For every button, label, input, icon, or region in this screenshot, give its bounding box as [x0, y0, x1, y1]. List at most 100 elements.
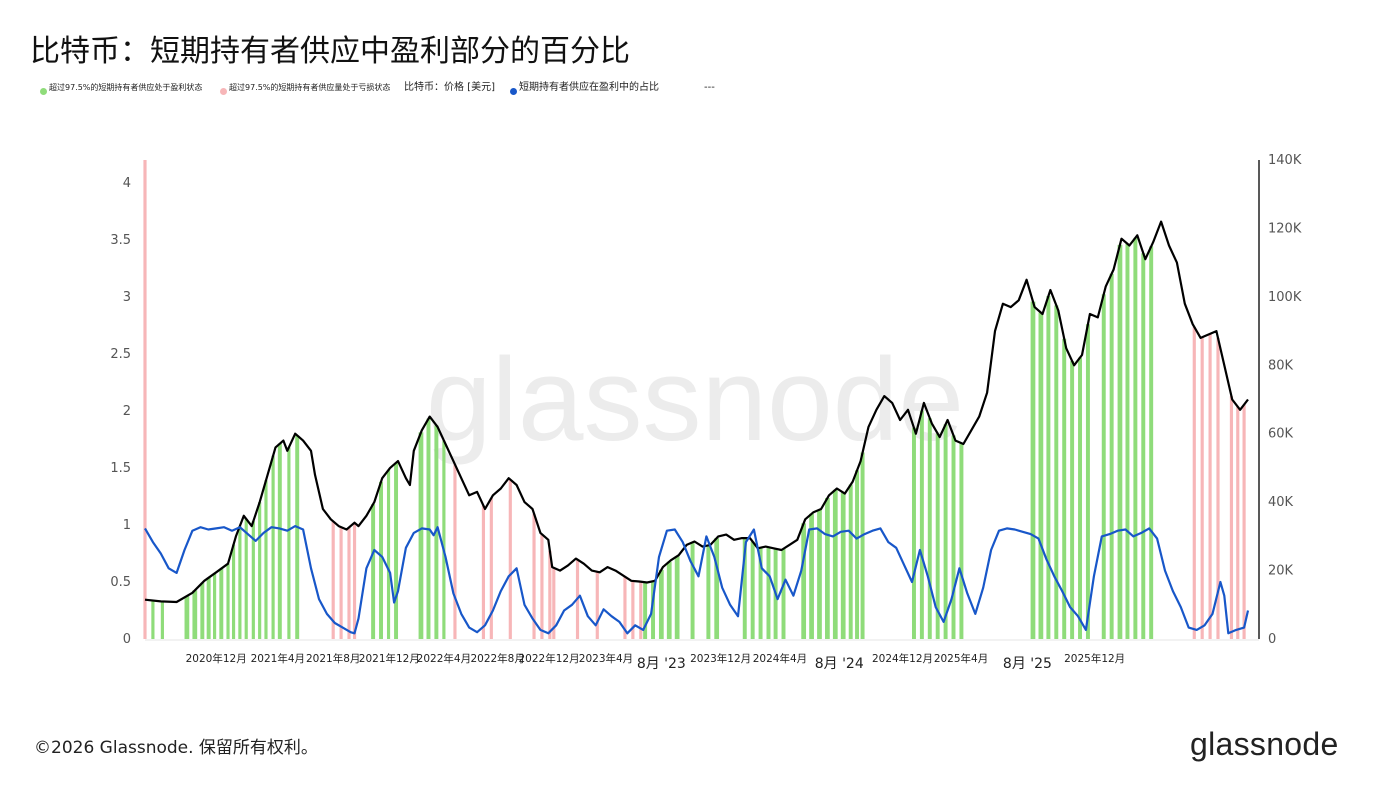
legend-marker-profit	[40, 88, 47, 95]
legend-marker-sth-profit	[510, 88, 517, 95]
profit-band	[219, 568, 224, 639]
x-axis-tick-label: 2024年12月	[872, 652, 933, 665]
axes-layer: 0 0.5 1 1.5 2 2.5 3 3.5 4 0 20K 40K 60K 80K 100K 120K 14…	[110, 153, 1302, 672]
profit-band	[1030, 301, 1036, 639]
profit-band	[442, 440, 446, 639]
profit-band	[1141, 253, 1146, 639]
legend-item-loss[interactable]: 超过97.5%的短期持有者供应量处于亏损状态	[220, 80, 390, 96]
profit-band	[251, 521, 255, 639]
profit-band	[1078, 357, 1082, 639]
profit-band	[935, 433, 940, 639]
profit-band	[258, 502, 262, 639]
loss-band	[1229, 396, 1234, 639]
profit-band	[943, 424, 948, 639]
loss-band	[453, 464, 457, 639]
loss-band	[331, 521, 335, 639]
profit-band	[809, 513, 814, 639]
legend-label-price: 比特币：价格 [美元]	[404, 82, 495, 93]
left-axis-tick-label: 4	[123, 176, 131, 191]
legend-marker-loss	[220, 88, 227, 95]
profit-band	[742, 538, 747, 639]
left-axis-tick-label: 2	[123, 404, 131, 419]
loss-band	[1200, 337, 1204, 639]
left-axis-tick-label: 0.5	[110, 575, 131, 590]
profit-band	[231, 544, 236, 639]
profit-band	[766, 547, 771, 639]
profit-band	[1054, 305, 1059, 639]
profit-band	[206, 577, 211, 639]
x-axis-tick-label: 2022年8月	[470, 652, 524, 665]
profit-band	[160, 601, 164, 639]
watermark: glassnode	[426, 334, 964, 466]
profit-band	[1062, 338, 1067, 639]
profit-band	[750, 541, 755, 639]
line-layer	[144, 220, 1250, 635]
x-axis-tick-label: 2021年4月	[251, 652, 305, 665]
x-axis-tick-label: 2022年12月	[519, 652, 580, 665]
right-axis-tick-label: 80K	[1268, 358, 1294, 373]
profit-band	[674, 556, 680, 639]
glassnode-logo[interactable]: glassnode	[1190, 726, 1339, 762]
loss-band	[143, 160, 147, 639]
profit-band	[758, 547, 763, 639]
legend-item-sth-profit[interactable]: 短期持有者供应在盈利中的占比	[510, 80, 659, 96]
profit-band	[855, 470, 860, 639]
legend-item-price[interactable]: 比特币：价格 [美元]	[395, 80, 495, 96]
profit-band	[927, 418, 932, 639]
profit-band	[1038, 312, 1044, 639]
profit-band	[1117, 244, 1123, 639]
left-axis-tick-label: 0	[123, 632, 131, 647]
profit-band	[371, 504, 376, 639]
profit-band	[690, 542, 695, 639]
legend-label-more: ---	[704, 82, 715, 93]
x-axis-tick-label: 8月 '25	[1003, 656, 1052, 672]
profit-band	[919, 410, 924, 639]
profit-band	[801, 523, 807, 639]
loss-band	[532, 513, 536, 639]
band-layer	[143, 160, 1246, 640]
profit-band	[860, 452, 865, 639]
x-axis-tick-label: 2024年4月	[753, 652, 807, 665]
profit-band	[1125, 243, 1130, 639]
profit-band	[1133, 237, 1138, 639]
loss-band	[481, 505, 486, 639]
loss-band	[489, 498, 493, 639]
chart-title: 比特币：短期持有者供应中盈利部分的百分比	[30, 34, 630, 69]
loss-band	[639, 581, 643, 639]
profit-band	[287, 447, 291, 639]
x-axis-tick-label: 8月 '23	[637, 656, 686, 672]
legend-label-sth-profit: 短期持有者供应在盈利中的占比	[519, 82, 659, 93]
profit-band	[226, 563, 230, 639]
legend-item-profit[interactable]: 超过97.5%的短期持有者供应处于盈利状态	[40, 80, 202, 96]
copyright-footer: ©2026 Glassnode. 保留所有权利。	[34, 738, 318, 758]
profit-band	[184, 596, 190, 639]
loss-band	[595, 571, 599, 639]
left-axis-tick-label: 1.5	[110, 461, 131, 476]
loss-band	[552, 567, 556, 639]
profit-band	[1109, 273, 1114, 639]
profit-band	[714, 538, 720, 639]
profit-band	[213, 573, 217, 639]
legend-item-more[interactable]: ---	[695, 80, 715, 96]
profit-band	[1046, 296, 1051, 639]
right-axis-tick-label: 40K	[1268, 495, 1294, 510]
profit-band	[1149, 246, 1154, 640]
x-axis-tick-label: 2025年4月	[934, 652, 988, 665]
profit-band	[379, 481, 384, 639]
loss-band	[339, 527, 343, 639]
x-axis-tick-label: 2022年4月	[417, 652, 471, 665]
x-axis-tick-label: 2021年8月	[306, 652, 360, 665]
x-axis-tick-label: 2020年12月	[186, 652, 247, 665]
right-axis-tick-label: 140K	[1268, 153, 1302, 168]
loss-band	[540, 534, 544, 639]
profit-band	[1101, 294, 1106, 639]
right-axis-tick-label: 0	[1268, 632, 1276, 647]
profit-band	[848, 484, 853, 639]
profit-band	[264, 480, 268, 639]
profit-band	[151, 600, 155, 639]
profit-band	[200, 582, 205, 639]
loss-band	[548, 550, 552, 639]
x-axis-tick-label: 2021年12月	[359, 652, 420, 665]
profit-band	[394, 462, 399, 639]
